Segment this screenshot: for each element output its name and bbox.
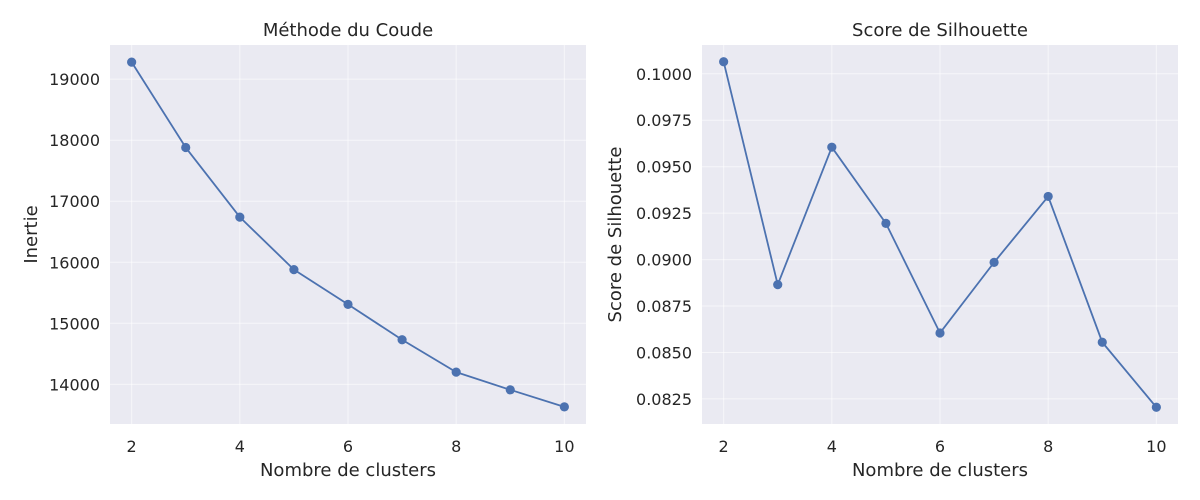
data-point — [1151, 402, 1161, 412]
x-tick-label: 2 — [127, 437, 137, 456]
y-tick-label: 0.1000 — [636, 65, 692, 84]
y-axis-label: Inertie — [21, 205, 42, 263]
data-point — [881, 218, 891, 228]
y-tick-label: 16000 — [49, 253, 100, 272]
x-tick-label: 2 — [719, 437, 729, 456]
chart-title: Score de Silhouette — [852, 20, 1028, 41]
data-point — [181, 142, 191, 153]
chart-elbow-method: 2 4 6 8 10 14000 15000 16000 17000 18000 19000 Méth… — [21, 20, 586, 481]
data-point — [935, 328, 945, 338]
data-point — [989, 257, 999, 267]
data-point — [289, 264, 299, 275]
x-tick-label: 10 — [554, 437, 574, 456]
data-point — [235, 212, 245, 222]
y-tick-label: 19000 — [49, 70, 100, 89]
data-point — [827, 142, 837, 152]
data-point — [719, 57, 729, 67]
data-point — [559, 402, 569, 412]
data-point — [343, 299, 353, 309]
x-axis-label: Nombre de clusters — [852, 460, 1028, 481]
x-tick-label: 8 — [1043, 437, 1053, 456]
data-point — [773, 280, 783, 290]
data-point — [1043, 191, 1053, 202]
x-tick-label: 10 — [1146, 437, 1166, 456]
y-tick-label: 0.0875 — [636, 297, 692, 316]
data-point — [397, 335, 407, 345]
y-tick-label: 18000 — [49, 131, 100, 150]
x-tick-label: 8 — [451, 437, 461, 456]
x-tick-label: 4 — [827, 437, 837, 456]
x-tick-label: 4 — [235, 437, 245, 456]
y-tick-label: 0.0900 — [636, 251, 692, 270]
x-tick-label: 6 — [343, 437, 353, 456]
y-axis-label: Score de Silhouette — [605, 147, 626, 323]
x-axis-label: Nombre de clusters — [260, 460, 436, 481]
y-tick-label: 0.0825 — [636, 390, 692, 409]
x-tick-label: 6 — [935, 437, 945, 456]
chart-title: Méthode du Coude — [263, 20, 433, 41]
data-point — [127, 57, 137, 67]
y-tick-label: 0.0925 — [636, 204, 692, 223]
y-tick-label: 0.0850 — [636, 343, 692, 362]
y-tick-label: 14000 — [49, 375, 100, 394]
y-tick-label: 17000 — [49, 192, 100, 211]
y-tick-label: 15000 — [49, 314, 100, 333]
data-point — [451, 367, 461, 377]
y-tick-label: 0.0975 — [636, 111, 692, 130]
data-point — [505, 385, 515, 395]
chart-silhouette-score: 2 4 6 8 10 0.0825 0.0850 0.0875 0.0900 0.0925 0.09… — [605, 20, 1178, 481]
y-tick-label: 0.0950 — [636, 158, 692, 177]
data-point — [1097, 337, 1107, 347]
